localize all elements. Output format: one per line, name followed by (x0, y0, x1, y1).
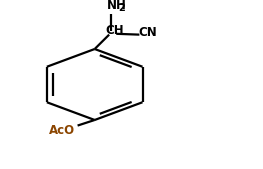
Text: CN: CN (138, 26, 157, 39)
Text: CH: CH (106, 24, 124, 37)
Text: 2: 2 (118, 3, 125, 13)
Text: NH: NH (107, 0, 127, 12)
Text: AcO: AcO (49, 124, 75, 137)
